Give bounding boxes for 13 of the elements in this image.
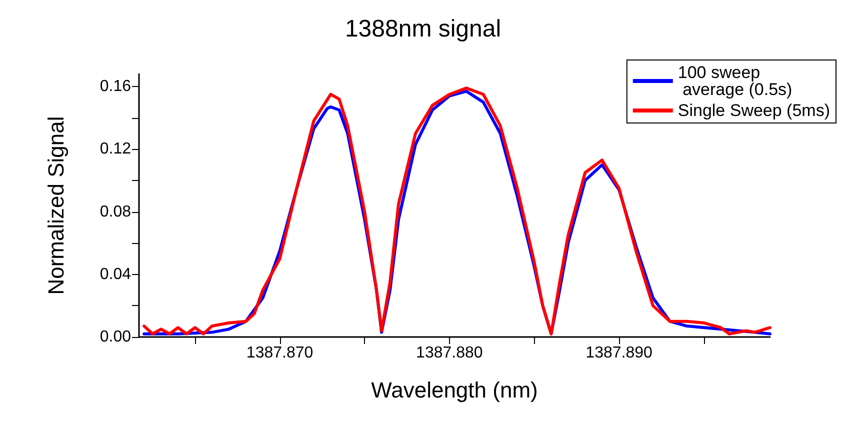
y-tick-label: 0.04: [100, 266, 132, 283]
y-tick-label: 0.12: [100, 140, 132, 158]
legend-label: 100 sweep average (0.5s): [678, 63, 792, 99]
y-tick-label: 0.00: [100, 328, 132, 346]
x-axis-title: Wavelength (nm): [371, 378, 538, 402]
y-tick-label: 0.08: [100, 203, 132, 220]
x-tick-label: 1387.880: [416, 344, 483, 362]
x-tick-label: 1387.870: [246, 344, 314, 362]
y-axis-title: Normalized Signal: [44, 116, 68, 295]
chart-title: 1388nm signal: [344, 16, 502, 42]
legend-label: Single Sweep (5ms): [678, 101, 830, 120]
x-tick-label: 1387.890: [586, 344, 653, 362]
y-tick-label: 0.16: [100, 78, 132, 96]
